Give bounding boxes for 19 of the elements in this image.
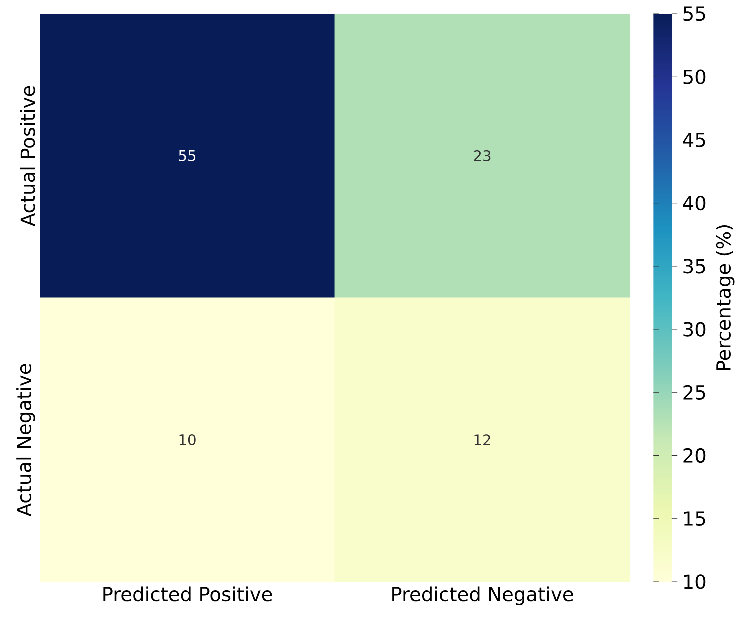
color-bar-label: 45 — [683, 133, 706, 148]
data-label: 12 — [474, 434, 490, 446]
data-label: 23 — [474, 150, 491, 162]
color-bar-label: 10 — [684, 574, 706, 590]
color-bar-label: 35 — [684, 259, 706, 274]
color-bar-label: 20 — [684, 448, 706, 464]
x-tick-label: Predicted Positive — [104, 586, 272, 602]
color-bar-label: 30 — [684, 322, 706, 337]
color-bar-label: 50 — [684, 70, 706, 84]
data-label: 10 — [180, 434, 196, 446]
color-bar-title: Percentage (%) — [716, 225, 735, 370]
color-bar-label: 15 — [684, 512, 706, 526]
y-tick-label: Actual Positive — [20, 86, 36, 226]
y-tick-label: Actual Negative — [16, 364, 36, 517]
data-label: 55 — [179, 150, 196, 162]
color-bar-label: 40 — [683, 196, 706, 211]
color-bar-label: 55 — [684, 6, 706, 22]
x-tick-label: Predicted Negative — [392, 586, 574, 606]
color-bar-label: 25 — [684, 385, 706, 400]
